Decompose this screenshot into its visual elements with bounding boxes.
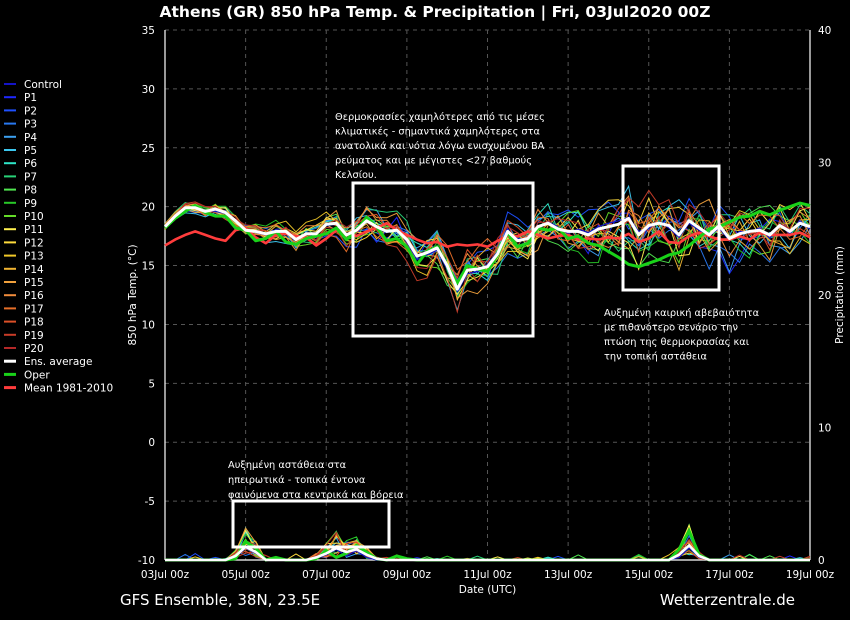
y-tick-label: 20 xyxy=(142,202,155,214)
annotation-box-cool-period xyxy=(351,181,535,338)
temperature-plume xyxy=(163,184,811,314)
legend-label: P4 xyxy=(24,132,37,144)
x-tick-label: 15Jul 00z xyxy=(625,569,674,581)
annotation-box-uncertainty xyxy=(621,164,721,292)
ens-average-precip xyxy=(165,543,810,562)
x-tick-label: 13Jul 00z xyxy=(544,569,593,581)
y-axis-title: 850 hPa Temp. (°C) xyxy=(127,244,139,345)
annotation-2-line: με πιθανότερο σενάριο την xyxy=(604,322,738,334)
footer-brand: Wetterzentrale.de xyxy=(660,591,795,609)
legend-label: P9 xyxy=(24,198,37,210)
legend-label: P14 xyxy=(24,264,44,276)
annotations: Θερμοκρασίες χαμηλότερες από τις μέσες κλ… xyxy=(228,111,759,501)
legend-label: P2 xyxy=(24,105,37,117)
x-tick-label: 17Jul 00z xyxy=(705,569,754,581)
legend-label: P8 xyxy=(24,185,37,197)
x-tick-label: 03Jul 00z xyxy=(141,569,190,581)
legend-label: P12 xyxy=(24,237,44,249)
annotation-box-instability xyxy=(231,499,391,549)
legend-label: P19 xyxy=(24,330,44,342)
annotation-1-line: ανατολικά και νότια λόγω ενισχυμένου ΒΑ xyxy=(335,140,545,152)
annotation-boxes xyxy=(231,164,721,549)
legend-label: P7 xyxy=(24,171,37,183)
legend-label: P18 xyxy=(24,317,44,329)
x-tick-label: 11Jul 00z xyxy=(463,569,512,581)
y-tick-label: 25 xyxy=(142,143,155,155)
y-tick-label: 0 xyxy=(148,437,155,449)
member-line-p2 xyxy=(164,197,811,282)
annotation-3-line: ηπειρωτικά - τοπικά έντονα xyxy=(228,474,365,486)
annotation-2-line: την τοπική αστάθεια xyxy=(604,351,707,363)
legend-label: P16 xyxy=(24,290,44,302)
annotation-1-line: κλιματικές - σημαντικά χαμηλότερες στα xyxy=(335,126,540,138)
legend-label: Mean 1981-2010 xyxy=(24,383,113,395)
x-tick-label: 19Jul 00z xyxy=(786,569,835,581)
legend-label: P6 xyxy=(24,158,37,170)
footer-source: GFS Ensemble, 38N, 23.5E xyxy=(120,591,320,609)
x-axis-title: Date (UTC) xyxy=(459,584,516,596)
legend-label: P5 xyxy=(24,145,37,157)
y2-tick-label: 0 xyxy=(818,555,825,567)
y2-tick-label: 40 xyxy=(818,25,831,37)
legend-label: P1 xyxy=(24,92,37,104)
legend-label: Control xyxy=(24,79,62,91)
oper-line xyxy=(163,201,811,285)
precipitation-plume xyxy=(164,523,811,562)
legend-label: P17 xyxy=(24,303,44,315)
legend-label: P13 xyxy=(24,251,44,263)
y-tick-label: 30 xyxy=(142,84,155,96)
y-tick-label: 10 xyxy=(142,319,155,331)
annotation-3-line: φαινόμενα στα κεντρικά και βόρεια xyxy=(228,489,403,501)
y2-tick-label: 30 xyxy=(818,158,831,170)
annotation-2-line: Αυξημένη καιρική αβεβαιότητα xyxy=(604,307,759,319)
y2-axis-title: Precipitation (mm) xyxy=(834,246,846,344)
member-line-p17 xyxy=(164,205,811,271)
y-tick-label: -5 xyxy=(145,496,155,508)
ens-average-line xyxy=(163,206,811,291)
x-tick-label: 05Jul 00z xyxy=(222,569,271,581)
annotation-1-line: Θερμοκρασίες χαμηλότερες από τις μέσες xyxy=(335,111,545,123)
legend-label: P10 xyxy=(24,211,44,223)
y2-tick-label: 20 xyxy=(818,290,831,302)
chart-title: Athens (GR) 850 hPa Temp. & Precipitatio… xyxy=(160,3,711,22)
y-tick-label: -10 xyxy=(138,555,155,567)
legend-label: P20 xyxy=(24,343,44,355)
annotation-2-line: πτώση της θερμοκρασίας και xyxy=(604,336,749,348)
y2-tick-label: 10 xyxy=(818,423,831,435)
annotation-3-line: Αυξημένη αστάθεια στα xyxy=(228,459,346,471)
legend-label: P11 xyxy=(24,224,44,236)
legend-label: P15 xyxy=(24,277,44,289)
x-tick-label: 09Jul 00z xyxy=(383,569,432,581)
y-tick-label: 35 xyxy=(142,25,155,37)
x-tick-label: 07Jul 00z xyxy=(302,569,351,581)
legend-label: Ens. average xyxy=(24,356,92,368)
legend-label: Oper xyxy=(24,369,50,381)
y-tick-label: 15 xyxy=(142,261,155,273)
legend-label: P3 xyxy=(24,119,37,131)
y-tick-label: 5 xyxy=(148,378,155,390)
annotation-1-line: ρεύματος και με μέγιστες <27 βαθμούς xyxy=(335,155,532,167)
annotation-1-line: Κελσίου. xyxy=(335,169,377,181)
